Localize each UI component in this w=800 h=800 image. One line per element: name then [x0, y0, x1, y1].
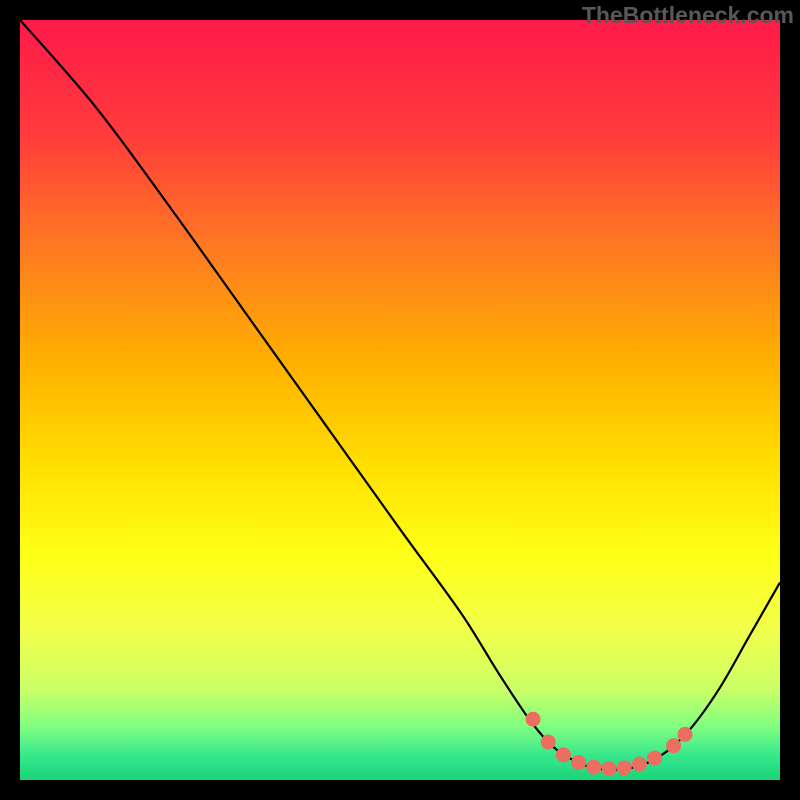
data-marker	[667, 739, 681, 753]
data-marker	[617, 761, 631, 775]
plot-area	[20, 20, 780, 780]
data-marker	[587, 760, 601, 774]
data-marker	[526, 712, 540, 726]
gradient-background	[20, 20, 780, 780]
data-marker	[572, 756, 586, 770]
chart-svg	[20, 20, 780, 780]
data-marker	[648, 751, 662, 765]
watermark-text: TheBottleneck.com	[582, 2, 794, 29]
data-marker	[678, 727, 692, 741]
data-marker	[602, 762, 616, 776]
chart-container: TheBottleneck.com	[0, 0, 800, 800]
data-marker	[632, 757, 646, 771]
data-marker	[556, 748, 570, 762]
data-marker	[541, 735, 555, 749]
